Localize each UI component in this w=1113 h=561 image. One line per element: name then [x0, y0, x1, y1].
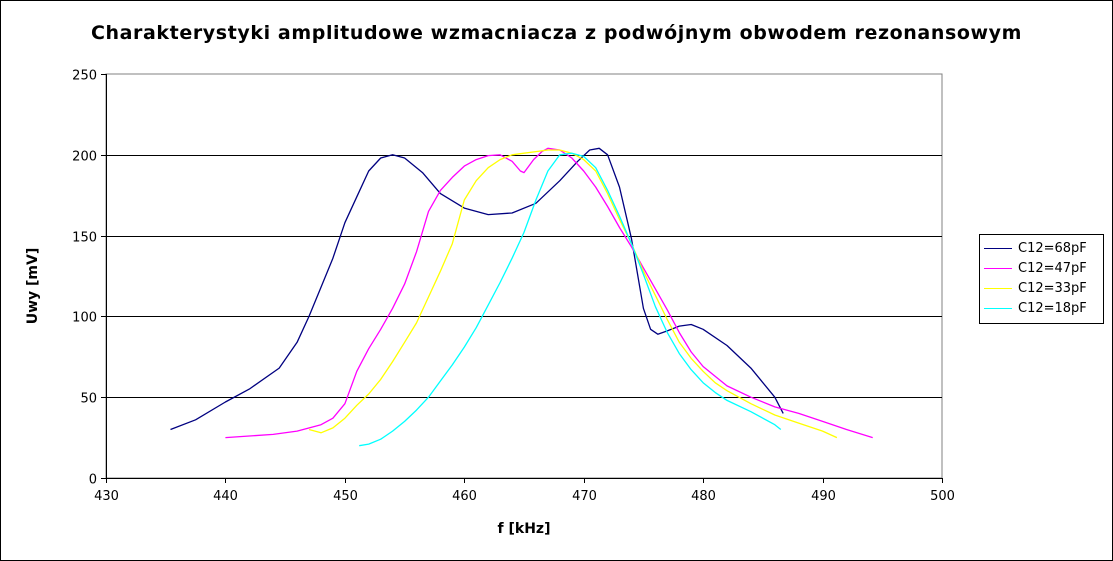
chart-title: Charakterystyki amplitudowe wzmacniacza …	[90, 22, 1023, 44]
legend-label: C12=47pF	[1018, 260, 1087, 276]
x-tick-label: 490	[811, 489, 836, 504]
legend-label: C12=18pF	[1018, 300, 1087, 316]
legend-item: C12=47pF	[984, 258, 1099, 278]
legend-item: C12=33pF	[984, 278, 1099, 298]
legend-swatch	[984, 287, 1012, 289]
x-tick-label: 480	[691, 489, 716, 504]
legend-label: C12=33pF	[1018, 280, 1087, 296]
x-tick-label: 460	[452, 489, 477, 504]
x-tick-label: 440	[213, 489, 238, 504]
legend: C12=68pF C12=47pF C12=33pF C12=18pF	[979, 234, 1104, 324]
x-tick-label: 470	[572, 489, 597, 504]
legend-item: C12=68pF	[984, 238, 1099, 258]
series-line-4	[359, 152, 782, 447]
x-tick-label: 450	[333, 489, 358, 504]
series-line-2	[225, 147, 873, 439]
x-tick-label: 500	[930, 489, 955, 504]
x-axis-label: f [kHz]	[497, 521, 551, 537]
series-line-1	[170, 147, 784, 431]
y-tick-label: 150	[72, 231, 97, 246]
legend-item: C12=18pF	[984, 298, 1099, 318]
series-line-3	[308, 149, 838, 439]
y-tick-label: 50	[80, 392, 97, 407]
x-tick-label: 430	[94, 489, 119, 504]
legend-swatch	[984, 247, 1012, 249]
plot-border	[105, 73, 943, 479]
y-tick-label: 250	[72, 69, 97, 84]
legend-label: C12=68pF	[1018, 240, 1087, 256]
y-tick-label: 100	[72, 311, 97, 326]
legend-swatch	[984, 307, 1012, 309]
legend-swatch	[984, 267, 1012, 269]
y-tick-label: 0	[89, 473, 97, 488]
y-tick-label: 200	[72, 150, 97, 165]
